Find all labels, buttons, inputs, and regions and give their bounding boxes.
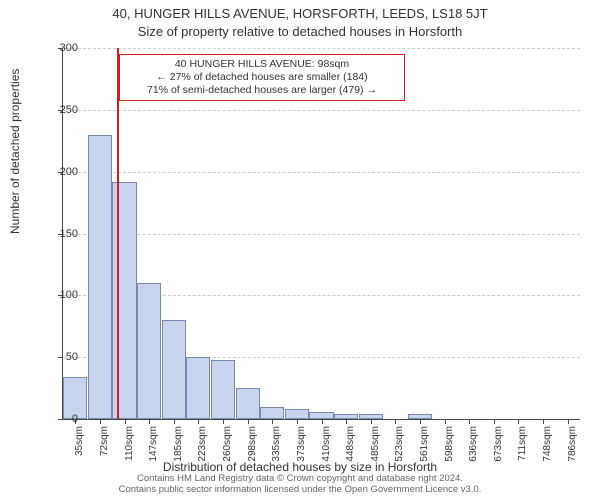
xtick-mark [174, 419, 175, 424]
ytick-label: 300 [38, 42, 78, 54]
xtick-mark [568, 419, 569, 424]
histogram-bar [162, 320, 186, 419]
gridline [63, 48, 580, 49]
xtick-mark [223, 419, 224, 424]
xtick-mark [272, 419, 273, 424]
histogram-bar [137, 283, 161, 419]
annotation-line: ← 27% of detached houses are smaller (18… [126, 71, 398, 84]
xtick-mark [346, 419, 347, 424]
xtick-label: 223sqm [197, 426, 208, 466]
histogram-bar [112, 182, 136, 419]
chart-title-line1: 40, HUNGER HILLS AVENUE, HORSFORTH, LEED… [0, 6, 600, 21]
reference-marker-line [117, 48, 119, 419]
xtick-label: 448sqm [345, 426, 356, 466]
xtick-mark [371, 419, 372, 424]
histogram-bar [186, 357, 210, 419]
ytick-label: 250 [38, 104, 78, 116]
xtick-label: 786sqm [567, 426, 578, 466]
xtick-label: 260sqm [222, 426, 233, 466]
xtick-label: 147sqm [148, 426, 159, 466]
xtick-label: 523sqm [394, 426, 405, 466]
chart-title-line2: Size of property relative to detached ho… [0, 24, 600, 39]
xtick-mark [395, 419, 396, 424]
gridline [63, 172, 580, 173]
xtick-label: 185sqm [173, 426, 184, 466]
footer-line2: Contains public sector information licen… [0, 485, 600, 496]
gridline [63, 234, 580, 235]
histogram-bar [260, 407, 284, 419]
xtick-label: 748sqm [542, 426, 553, 466]
xtick-label: 110sqm [124, 426, 135, 466]
xtick-label: 298sqm [247, 426, 258, 466]
xtick-mark [248, 419, 249, 424]
xtick-label: 72sqm [99, 426, 110, 466]
histogram-bar [211, 360, 235, 419]
xtick-label: 673sqm [493, 426, 504, 466]
xtick-label: 485sqm [370, 426, 381, 466]
xtick-mark [445, 419, 446, 424]
xtick-mark [494, 419, 495, 424]
xtick-mark [469, 419, 470, 424]
xtick-label: 598sqm [444, 426, 455, 466]
xtick-mark [420, 419, 421, 424]
xtick-label: 410sqm [321, 426, 332, 466]
xtick-mark [100, 419, 101, 424]
xtick-label: 373sqm [296, 426, 307, 466]
annotation-line: 71% of semi-detached houses are larger (… [126, 84, 398, 97]
histogram-bar [236, 388, 260, 419]
annotation-line: 40 HUNGER HILLS AVENUE: 98sqm [126, 58, 398, 71]
xtick-mark [322, 419, 323, 424]
plot-area: 40 HUNGER HILLS AVENUE: 98sqm← 27% of de… [62, 48, 580, 420]
histogram-bar [88, 135, 112, 419]
xtick-label: 335sqm [271, 426, 282, 466]
gridline [63, 110, 580, 111]
xtick-label: 711sqm [517, 426, 528, 466]
histogram-bar [285, 409, 309, 419]
xtick-mark [297, 419, 298, 424]
ytick-label: 150 [38, 228, 78, 240]
ytick-label: 100 [38, 289, 78, 301]
xtick-mark [198, 419, 199, 424]
ytick-label: 200 [38, 166, 78, 178]
xtick-mark [149, 419, 150, 424]
xtick-label: 35sqm [74, 426, 85, 466]
y-axis-label: Number of detached properties [8, 69, 22, 234]
xtick-mark [543, 419, 544, 424]
xtick-mark [518, 419, 519, 424]
ytick-label: 0 [38, 413, 78, 425]
ytick-label: 50 [38, 351, 78, 363]
xtick-label: 561sqm [419, 426, 430, 466]
xtick-label: 636sqm [468, 426, 479, 466]
histogram-bar [309, 412, 333, 419]
attribution-footer: Contains HM Land Registry data © Crown c… [0, 474, 600, 496]
xtick-mark [125, 419, 126, 424]
annotation-box: 40 HUNGER HILLS AVENUE: 98sqm← 27% of de… [119, 54, 405, 101]
